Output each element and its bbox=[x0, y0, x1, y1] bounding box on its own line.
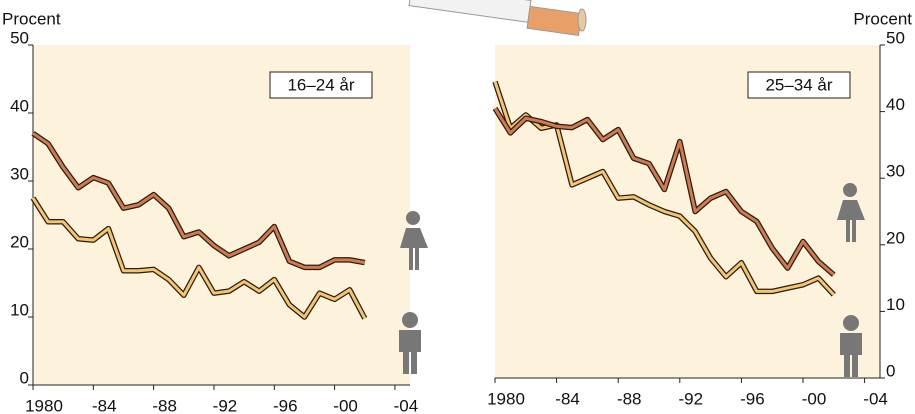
annotation: 25–34 år bbox=[765, 75, 832, 94]
y-tick-label: 50 bbox=[886, 28, 905, 47]
x-tick-label: 1980 bbox=[487, 389, 525, 408]
annotation-box bbox=[747, 71, 851, 99]
plot-area bbox=[495, 45, 880, 378]
panel: Procent 0 10 20 30 40 50 1980 -84 -88 -92 -96 -00 -04… bbox=[487, 9, 912, 408]
x-tick-label: -92 bbox=[213, 396, 238, 414]
x-tick-label: -88 bbox=[617, 389, 642, 408]
y-tick-label: 40 bbox=[886, 95, 905, 114]
line bbox=[32, 132, 366, 269]
male-icon bbox=[399, 312, 421, 374]
female-icon bbox=[400, 211, 428, 270]
annotation-box bbox=[269, 71, 373, 99]
y-tick-label: 0 bbox=[20, 368, 29, 387]
x-tick-label: -92 bbox=[679, 389, 704, 408]
x-tick-label: -84 bbox=[92, 396, 117, 414]
cigarette bbox=[408, 0, 587, 36]
x-tick-label: 1980 bbox=[25, 396, 63, 414]
y-axis-label: Procent bbox=[2, 9, 61, 28]
panel: Procent 0 10 20 30 40 50 1980 -84 -88 -92 -96 -00 -04… bbox=[2, 9, 418, 414]
x-tick-label: -00 bbox=[802, 389, 827, 408]
x-tick-label: -96 bbox=[740, 389, 765, 408]
female-icon bbox=[837, 183, 865, 242]
line bbox=[493, 107, 835, 276]
y-axis-label: Procent bbox=[853, 9, 912, 28]
y-tick-label: 30 bbox=[886, 162, 905, 181]
charts: Procent 0 10 20 30 40 50 1980 -84 -88 -92 -96 -00 -04… bbox=[2, 9, 912, 414]
y-tick-label: 20 bbox=[10, 232, 29, 251]
y-tick-label: 0 bbox=[886, 361, 895, 380]
male-icon bbox=[840, 315, 862, 377]
x-tick-label: -88 bbox=[152, 396, 177, 414]
y-tick-label: 40 bbox=[10, 96, 29, 115]
plot-area bbox=[33, 45, 410, 385]
annotation: 16–24 år bbox=[287, 75, 354, 94]
line bbox=[31, 197, 367, 320]
y-tick-label: 50 bbox=[10, 28, 29, 47]
y-tick-label: 20 bbox=[886, 228, 905, 247]
x-tick-label: -84 bbox=[555, 389, 580, 408]
x-tick-label: -00 bbox=[333, 396, 358, 414]
y-tick-label: 30 bbox=[10, 164, 29, 183]
y-tick-label: 10 bbox=[886, 295, 905, 314]
x-tick-label: -04 bbox=[863, 389, 888, 408]
x-tick-label: -96 bbox=[273, 396, 298, 414]
y-tick-label: 10 bbox=[10, 300, 29, 319]
x-tick-label: -04 bbox=[394, 396, 419, 414]
